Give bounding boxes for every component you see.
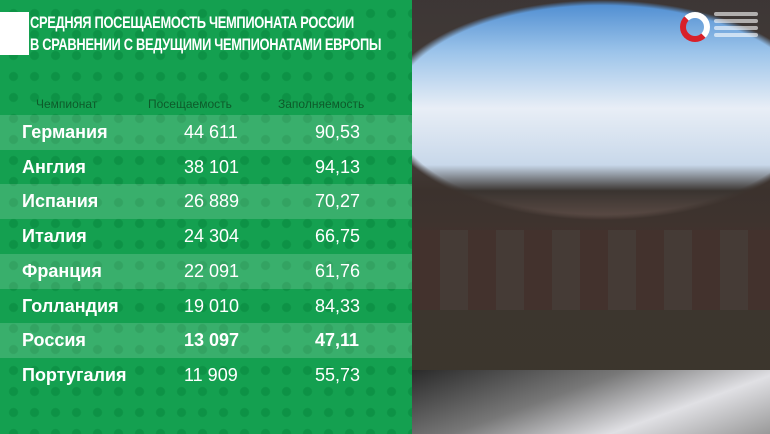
table-row: Италия 24 304 66,75: [0, 219, 412, 254]
cell-league: Франция: [22, 260, 102, 281]
logo-icon: [680, 12, 710, 42]
cell-attendance: 11 909: [184, 364, 238, 385]
table-row: Германия 44 611 90,53: [0, 115, 412, 150]
table-row: Россия 13 097 47,11: [0, 323, 412, 359]
cell-league: Португалия: [22, 364, 127, 385]
cell-league: Голландия: [22, 295, 119, 316]
cell-attendance: 13 097: [184, 330, 240, 351]
cell-fill: 94,13: [315, 156, 361, 177]
cell-league: Италия: [22, 226, 87, 247]
cell-fill: 47,11: [315, 330, 360, 351]
cell-fill: 55,73: [315, 364, 361, 385]
cell-league: Россия: [22, 330, 86, 351]
header-attendance: Посещаемость: [148, 97, 232, 111]
logo-text: [714, 12, 758, 37]
table-row: Испания 26 889 70,27: [0, 184, 412, 220]
table-row: Голландия 19 010 84,33: [0, 289, 412, 324]
cell-attendance: 24 304: [184, 226, 240, 247]
foreground-fans: [412, 370, 770, 434]
table-row: Франция 22 091 61,76: [0, 253, 412, 289]
title-line-1: СРЕДНЯЯ ПОСЕЩАЕМОСТЬ ЧЕМПИОНАТА РОССИИ: [30, 14, 354, 32]
stadium-roof: [412, 0, 770, 434]
cell-attendance: 44 611: [184, 122, 238, 142]
cell-attendance: 26 889: [184, 191, 240, 212]
table-row: Португалия 11 909 55,73: [0, 358, 412, 393]
cell-attendance: 38 101: [184, 156, 240, 177]
cell-fill: 70,27: [315, 191, 361, 212]
cell-fill: 66,75: [315, 226, 361, 247]
cell-fill: 84,33: [315, 295, 361, 316]
cell-attendance: 22 091: [184, 260, 240, 281]
stadium-photo: [412, 0, 770, 434]
title-line-2: В СРАВНЕНИИ С ВЕДУЩИМИ ЧЕМПИОНАТАМИ ЕВРО…: [30, 36, 382, 54]
table-row: Англия 38 101 94,13: [0, 150, 412, 185]
cell-fill: 61,76: [315, 260, 361, 281]
header-league: Чемпионат: [36, 97, 98, 111]
title-marker: [0, 12, 29, 55]
page-title: СРЕДНЯЯ ПОСЕЩАЕМОСТЬ ЧЕМПИОНАТА РОССИИ В…: [30, 12, 382, 56]
cell-league: Испания: [22, 191, 99, 212]
header-fill: Заполняемость: [278, 97, 365, 111]
cell-league: Англия: [22, 156, 86, 177]
cell-fill: 90,53: [315, 122, 361, 142]
table-panel: СРЕДНЯЯ ПОСЕЩАЕМОСТЬ ЧЕМПИОНАТА РОССИИ В…: [0, 0, 412, 434]
cell-attendance: 19 010: [184, 295, 240, 316]
cell-league: Германия: [22, 122, 108, 142]
